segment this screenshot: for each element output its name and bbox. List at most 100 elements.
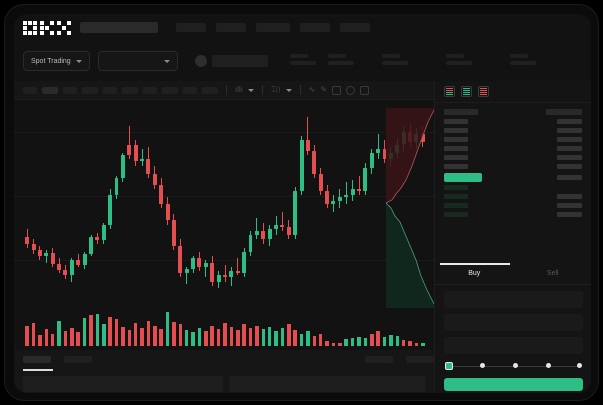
slider-handle[interactable] xyxy=(445,362,453,370)
timeframe-button-1[interactable] xyxy=(42,86,58,94)
orders-tab-right-0[interactable] xyxy=(365,355,393,363)
slider-stop-100[interactable] xyxy=(577,363,582,368)
app-screen: Spot Trading xyxy=(14,14,591,393)
orderbook-bid-row[interactable] xyxy=(444,201,582,210)
timeframe-button-5[interactable] xyxy=(122,86,138,94)
volume-bar xyxy=(108,316,112,346)
candle-body xyxy=(82,254,87,265)
amount-percent-slider[interactable] xyxy=(445,362,582,370)
slider-stop-25[interactable] xyxy=(480,363,485,368)
orderbook-ask-row[interactable] xyxy=(444,153,582,162)
timeframe-button-0[interactable] xyxy=(23,86,37,94)
coin-circle-icon xyxy=(194,55,207,67)
chart-gridline xyxy=(14,196,434,197)
candle-body xyxy=(25,237,30,244)
tab-sell[interactable]: Sell xyxy=(514,263,592,284)
pair-selector-dropdown[interactable] xyxy=(97,51,178,71)
volume-bar xyxy=(357,336,361,346)
candle-body xyxy=(280,224,285,227)
indicator-icon[interactable]: ıllı xyxy=(235,85,243,94)
timeframe-button-4[interactable] xyxy=(103,86,117,94)
volume-bar xyxy=(102,324,106,346)
orderbook-divider xyxy=(435,102,591,103)
price-field[interactable] xyxy=(444,291,583,308)
submit-buy-button[interactable] xyxy=(444,378,583,391)
candle-body xyxy=(305,140,310,151)
trendline-icon[interactable]: ∿ xyxy=(308,85,316,94)
total-field[interactable] xyxy=(444,337,583,354)
volume-bar xyxy=(261,329,266,346)
camera-icon[interactable] xyxy=(332,85,342,95)
volume-bar xyxy=(255,325,259,346)
candle-wick xyxy=(256,218,258,240)
orders-placeholder-left xyxy=(23,376,223,392)
orders-panel-tabs xyxy=(14,350,434,368)
volume-bar xyxy=(70,327,74,346)
top-navigation-bar xyxy=(14,14,591,41)
orderbook-ask-row[interactable] xyxy=(444,126,582,135)
volume-bar xyxy=(191,332,195,346)
chevron-down-icon[interactable] xyxy=(248,88,254,92)
timeframe-button-8[interactable] xyxy=(183,86,197,94)
candle-body xyxy=(382,148,387,160)
timeframe-button-9[interactable] xyxy=(202,86,218,94)
slider-stop-75[interactable] xyxy=(546,363,551,368)
chevron-down-icon xyxy=(75,59,82,63)
trading-mode-dropdown[interactable]: Spot Trading xyxy=(23,51,90,71)
candle-body xyxy=(248,235,253,253)
chevron-down-icon[interactable] xyxy=(285,88,292,92)
candle-wick xyxy=(281,211,283,231)
timeframe-button-6[interactable] xyxy=(143,86,157,94)
timeframe-button-3[interactable] xyxy=(82,86,98,94)
volume-bar xyxy=(414,342,419,346)
amount-field[interactable] xyxy=(444,314,583,331)
pair-name-label xyxy=(211,55,268,67)
orderbook-mode-asks-only-icon[interactable] xyxy=(478,86,489,97)
nav-item-3[interactable] xyxy=(300,23,330,32)
orderbook-mode-both-icon[interactable] xyxy=(444,86,455,97)
tab-buy[interactable]: Buy xyxy=(435,263,514,284)
volume-bar xyxy=(146,321,151,346)
orderbook-ask-row[interactable] xyxy=(444,162,582,171)
settings-icon[interactable] xyxy=(346,85,356,95)
price-chart[interactable] xyxy=(14,100,434,350)
slider-stop-50[interactable] xyxy=(513,363,518,368)
orderbook-ask-row[interactable] xyxy=(444,135,582,144)
nav-item-1[interactable] xyxy=(216,23,246,32)
candle-body xyxy=(229,271,234,278)
orderbook-bid-row[interactable] xyxy=(444,183,582,192)
chart-gridline xyxy=(14,260,434,261)
orderbook-bid-row[interactable] xyxy=(444,192,582,201)
candle-body xyxy=(376,148,381,153)
orders-tab-open[interactable] xyxy=(23,355,51,363)
nav-item-2[interactable] xyxy=(256,23,290,32)
volume-bar xyxy=(248,327,253,346)
fullscreen-icon[interactable] xyxy=(360,85,370,95)
search-input[interactable] xyxy=(80,22,158,33)
orderbook-ask-row[interactable] xyxy=(444,144,582,153)
orderbook-bid-row[interactable] xyxy=(444,210,582,219)
volume-bar xyxy=(312,335,317,346)
orders-tab-right-1[interactable] xyxy=(406,355,434,363)
nav-item-4[interactable] xyxy=(340,23,370,32)
okx-logo-icon[interactable] xyxy=(23,20,71,35)
orderbook-last-price-row[interactable] xyxy=(444,171,582,183)
volume-bar xyxy=(50,333,55,346)
timeframe-button-7[interactable] xyxy=(162,86,178,94)
orders-tab-history[interactable] xyxy=(64,355,92,363)
volume-bar xyxy=(421,342,425,346)
nav-item-0[interactable] xyxy=(176,23,206,32)
orderbook-display-modes xyxy=(435,81,591,102)
pencil-icon[interactable]: ✎ xyxy=(320,85,328,94)
orderbook-mode-bids-only-icon[interactable] xyxy=(461,86,472,97)
orderbook[interactable] xyxy=(435,103,591,219)
timeframe-button-2[interactable] xyxy=(63,86,77,94)
candle-body xyxy=(89,237,93,255)
candle-body xyxy=(44,253,49,257)
chart-type-icon[interactable]: ⌶⌷ xyxy=(271,85,281,94)
orderbook-ask-row[interactable] xyxy=(444,117,582,126)
candle-body xyxy=(50,253,55,264)
orderbook-col-price xyxy=(444,108,478,115)
candle-wick xyxy=(237,258,239,276)
